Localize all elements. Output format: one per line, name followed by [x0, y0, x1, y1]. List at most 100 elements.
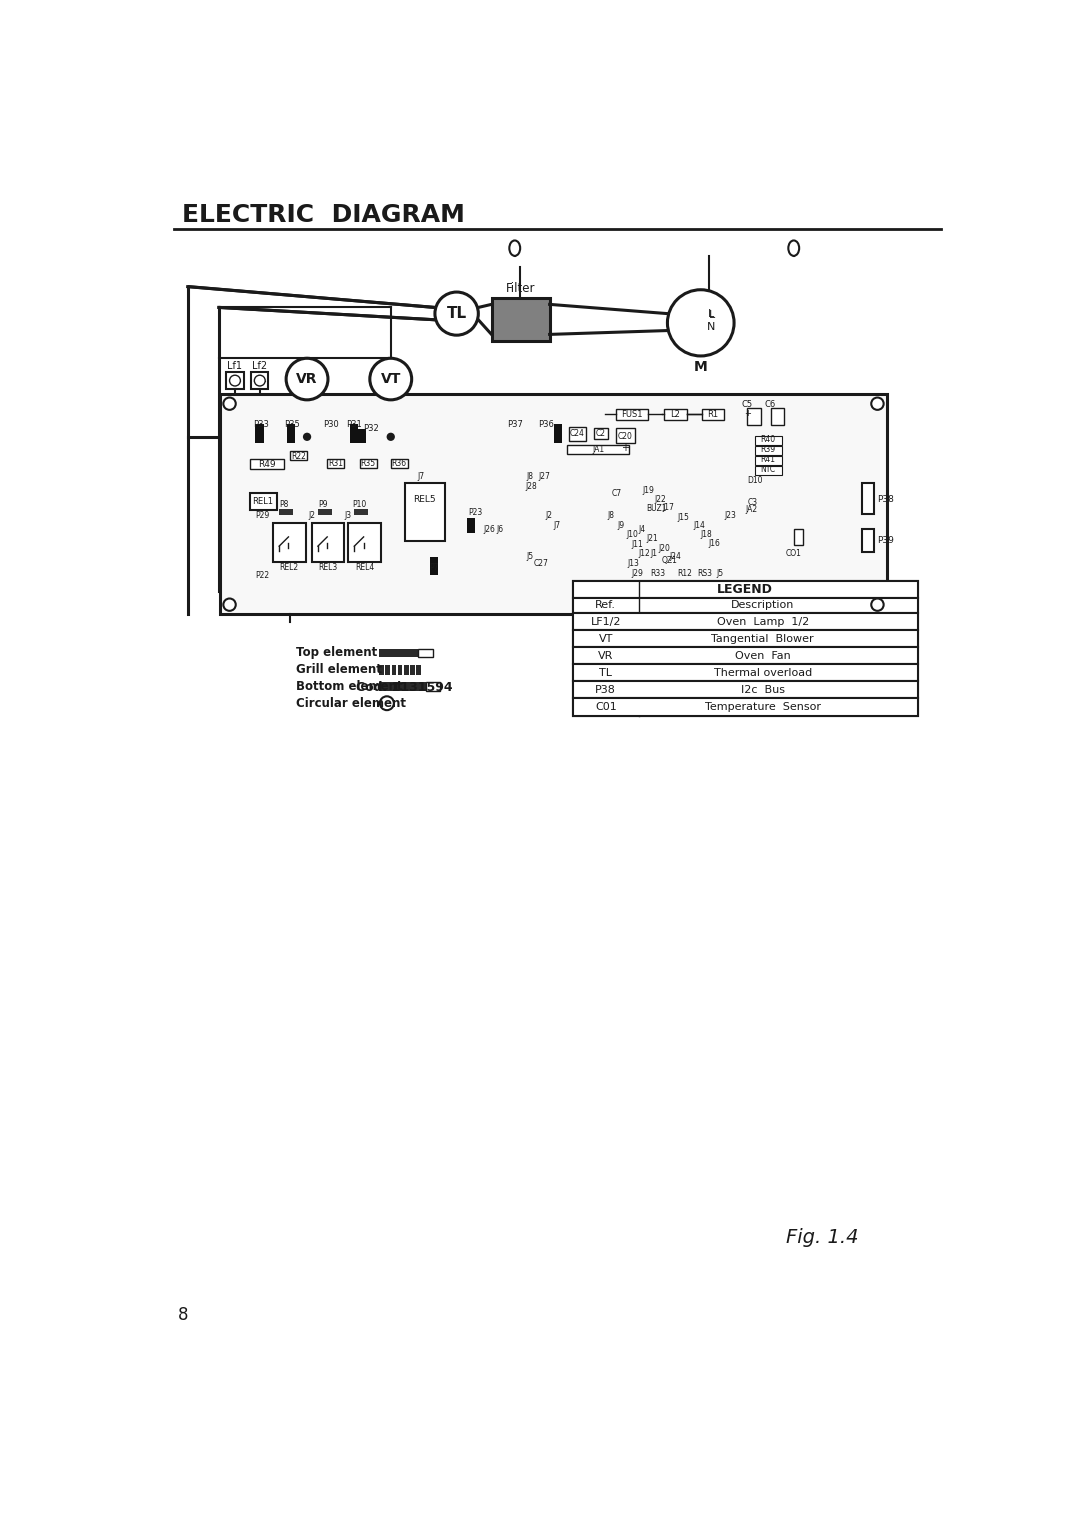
Bar: [287, 425, 296, 443]
Text: P22: P22: [255, 570, 269, 579]
Text: J22: J22: [654, 495, 666, 505]
Text: Grill element: Grill element: [296, 664, 382, 676]
Bar: [467, 518, 475, 534]
Text: J29: J29: [631, 569, 643, 578]
Bar: [572, 613, 918, 630]
Circle shape: [255, 375, 266, 385]
Text: C2: C2: [596, 430, 606, 439]
Text: R35: R35: [361, 459, 376, 468]
Text: J2: J2: [308, 511, 315, 520]
Text: REL3: REL3: [319, 563, 338, 572]
Bar: [327, 459, 345, 468]
Text: J6: J6: [496, 524, 503, 534]
Ellipse shape: [788, 240, 799, 255]
Bar: [379, 648, 418, 657]
Text: FUS1: FUS1: [621, 410, 643, 419]
Text: N: N: [706, 321, 715, 332]
Text: +: +: [621, 442, 629, 453]
Bar: [572, 682, 918, 699]
Text: J14: J14: [693, 521, 705, 531]
Circle shape: [388, 434, 394, 440]
Bar: [862, 529, 874, 552]
Text: Fig. 1.4: Fig. 1.4: [786, 1228, 859, 1248]
Text: J1: J1: [650, 549, 658, 558]
Bar: [430, 557, 438, 575]
Bar: [252, 372, 268, 388]
Text: P9: P9: [318, 500, 327, 509]
Bar: [755, 436, 782, 445]
Text: J11: J11: [631, 540, 643, 549]
Bar: [755, 456, 782, 465]
Bar: [386, 665, 390, 674]
Bar: [616, 410, 648, 420]
Text: C01: C01: [595, 702, 617, 713]
Text: Temperature  Sensor: Temperature Sensor: [705, 702, 821, 713]
Text: L2: L2: [671, 410, 680, 419]
Bar: [572, 581, 918, 716]
Bar: [220, 394, 887, 615]
Bar: [418, 648, 433, 657]
Text: J21: J21: [647, 534, 658, 543]
Text: P7: P7: [430, 563, 438, 572]
Text: P39: P39: [877, 537, 893, 546]
Text: Description: Description: [731, 601, 795, 610]
Text: C20: C20: [618, 431, 632, 440]
Text: LEGEND: LEGEND: [717, 583, 773, 596]
Text: Ref.: Ref.: [595, 601, 617, 610]
Bar: [357, 430, 366, 443]
Text: J10: J10: [626, 531, 638, 540]
Text: P10: P10: [352, 500, 366, 509]
Text: REL4: REL4: [354, 563, 374, 572]
Bar: [350, 425, 359, 443]
Text: TL: TL: [446, 306, 467, 321]
Circle shape: [667, 289, 734, 356]
Text: J26: J26: [484, 524, 496, 534]
Bar: [572, 630, 918, 647]
Bar: [862, 483, 874, 514]
Text: J15: J15: [677, 514, 689, 523]
Circle shape: [872, 598, 883, 610]
Text: P36: P36: [538, 420, 554, 430]
Text: J7: J7: [418, 472, 426, 482]
Bar: [663, 410, 687, 420]
Circle shape: [286, 358, 328, 401]
Text: J8: J8: [608, 511, 615, 520]
Text: P23: P23: [469, 508, 483, 517]
Text: REL2: REL2: [280, 563, 299, 572]
Circle shape: [224, 598, 235, 610]
Bar: [360, 459, 377, 468]
Text: NTC: NTC: [760, 465, 775, 474]
Text: R36: R36: [392, 459, 407, 468]
Text: Circular element: Circular element: [296, 697, 406, 709]
Text: J24: J24: [670, 552, 681, 561]
Bar: [312, 523, 345, 561]
Text: VR: VR: [296, 372, 318, 385]
Bar: [410, 665, 415, 674]
Text: R12: R12: [677, 569, 692, 578]
Text: C24: C24: [570, 430, 585, 439]
Bar: [794, 529, 804, 544]
Bar: [702, 410, 724, 420]
Text: J27: J27: [538, 472, 550, 482]
Bar: [491, 298, 550, 341]
Text: Oven  Lamp  1/2: Oven Lamp 1/2: [717, 616, 809, 627]
Text: QZ1: QZ1: [662, 555, 678, 564]
Bar: [572, 581, 918, 598]
Text: D10: D10: [747, 476, 762, 485]
Text: LF1/2: LF1/2: [591, 616, 621, 627]
Text: J12: J12: [638, 549, 650, 558]
Text: R39: R39: [760, 445, 775, 454]
Text: P29: P29: [255, 511, 269, 520]
Bar: [354, 509, 368, 515]
Bar: [569, 427, 586, 440]
Circle shape: [872, 398, 883, 410]
Text: VT: VT: [598, 633, 613, 644]
Text: Lf2: Lf2: [253, 361, 268, 372]
Text: Filter: Filter: [505, 281, 536, 295]
Text: J23: J23: [724, 511, 735, 520]
Circle shape: [230, 375, 241, 385]
Bar: [572, 699, 918, 716]
Text: J20: J20: [658, 544, 670, 553]
Text: J4: J4: [638, 524, 646, 534]
Bar: [755, 446, 782, 454]
